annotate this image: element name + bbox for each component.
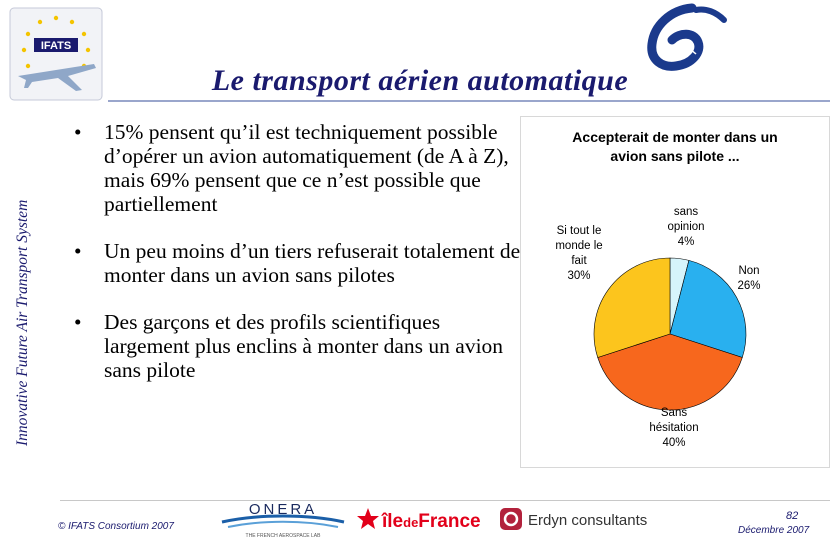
chart-title-line: Accepterait de monter dans un [572,129,777,145]
bullet-dot: • [74,310,82,334]
bullet-list: • 15% pensent qu’il est techniquement pos… [74,120,524,405]
onera-logo-subtext: THE FRENCH AEROSPACE LAB [246,533,322,539]
bullet-item: • Des garçons et des profils scientifique… [74,310,524,382]
pie-labels: sans opinion 4% Non 26% Sans hésitation 40% Si t… [555,206,760,449]
copyright-text: © IFATS Consortium 2007 [58,521,174,532]
pie-slice-label: monde le [555,240,602,252]
svg-text:îledeFrance: îledeFrance [381,511,481,532]
pie-slice-label: Non [738,265,759,277]
sidebar-vertical-title: Innovative Future Air Transport System [14,199,31,446]
footer-divider [60,500,830,501]
pie-slices [593,257,747,411]
onera-logo-text: ONERA [249,501,317,518]
pie-value-label: 40% [662,437,685,449]
pie-value-label: 4% [678,236,695,248]
bullet-item: • Un peu moins d’un tiers refuserait tota… [74,239,524,287]
bullet-text: Un peu moins d’un tiers refuserait total… [104,239,521,287]
title-divider [108,100,830,102]
chart-title: Accepterait de monter dans un avion sans … [572,129,777,164]
pie-slice-label: hésitation [649,422,698,434]
erdyn-emblem-icon [500,508,522,530]
pie-slice-label: opinion [667,221,704,233]
pie-slice-label: Si tout le [557,225,602,237]
pie-chart: Accepterait de monter dans un avion sans … [520,116,830,468]
pie-slice [593,257,671,358]
footer-date: Décembre 2007 [738,525,810,536]
bullet-text: 15% pensent qu’il est techniquement poss… [104,120,509,216]
idf-logo-prefix: île [381,511,403,532]
bullet-text: Des garçons et des profils scientifiques… [104,310,504,382]
bullet-item: • 15% pensent qu’il est techniquement pos… [74,120,524,216]
slide-title: Le transport aérien automatique [211,64,629,97]
idf-logo-suffix: France [418,511,480,532]
onera-logo: ONERA THE FRENCH AEROSPACE LAB [221,501,345,539]
erdyn-logo: Erdyn consultants [500,508,647,530]
erdyn-logo-text: Erdyn consultants [528,512,647,529]
pie-value-label: 26% [737,280,760,292]
airplane-icon [18,64,96,91]
idf-logo-de: de [403,515,418,530]
sixth-framework-logo [647,3,727,71]
pie-slice [597,333,743,411]
chart-title-line: avion sans pilote ... [610,148,739,164]
star-icon [357,508,379,529]
pie-value-label: 30% [567,270,590,282]
bullet-dot: • [74,120,82,144]
ifats-logo-text: IFATS [41,40,71,52]
ifats-logo: IFATS [9,7,103,101]
pie-slice [669,260,747,358]
pie-slice-label: Sans [661,407,687,419]
page-number: 82 [786,510,799,522]
pie-slice-label: sans [674,206,699,218]
bullet-dot: • [74,239,82,263]
pie-slice-label: fait [571,255,587,267]
ile-de-france-logo: îledeFrance [357,508,481,532]
